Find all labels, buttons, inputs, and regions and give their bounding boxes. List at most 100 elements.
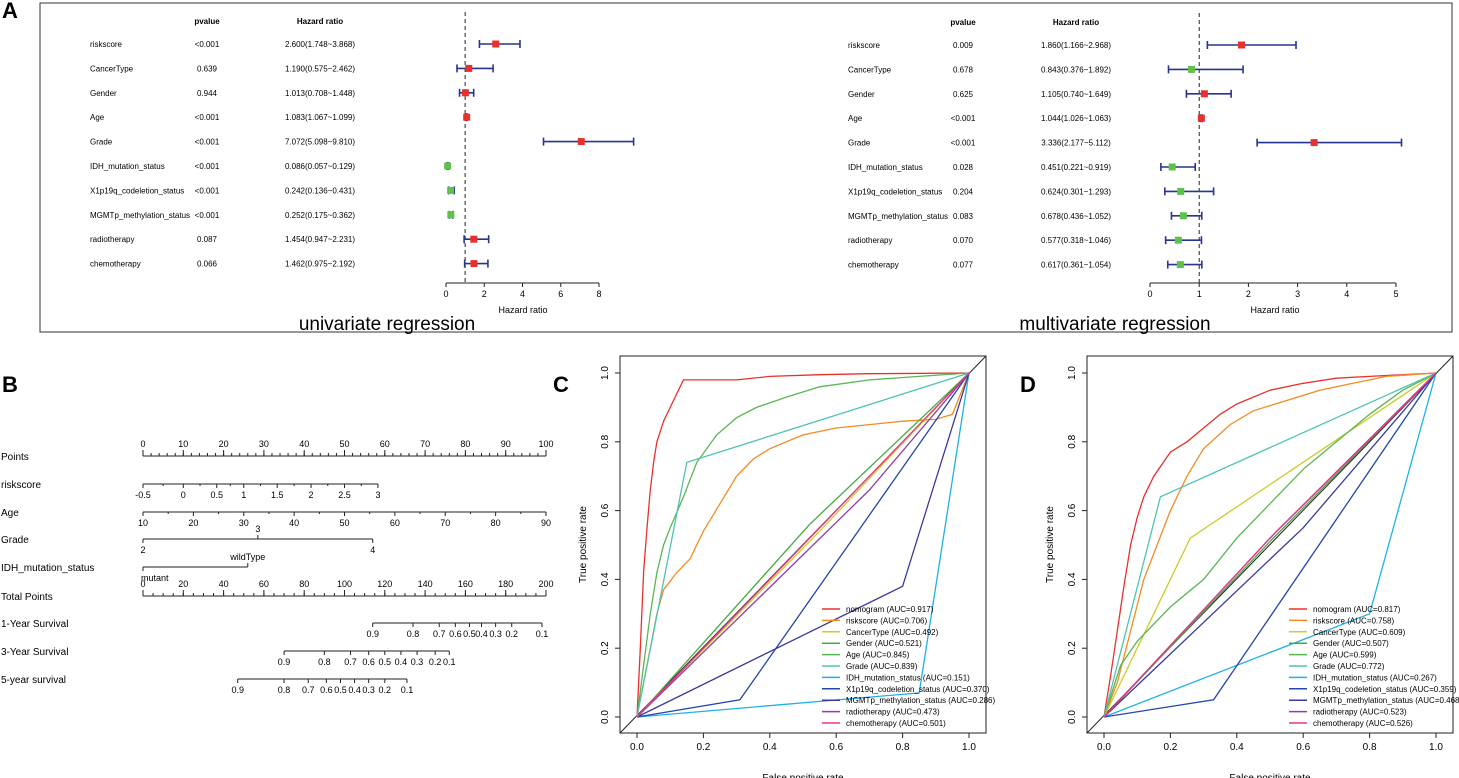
hr-point bbox=[444, 162, 452, 170]
pvalue-cell: 0.066 bbox=[197, 260, 218, 269]
row-label: riskscore bbox=[90, 40, 123, 49]
hazard-ratio-cell: 1.462(0.975~2.192) bbox=[285, 260, 355, 269]
survival-tick-label: 0.3 bbox=[362, 685, 375, 695]
y-axis-title: True positive rate bbox=[1045, 506, 1056, 583]
legend-label: radiotherapy (AUC=0.473) bbox=[846, 708, 940, 717]
x-tick-label: 0 bbox=[1147, 289, 1152, 299]
scale-tick-label: 0 bbox=[140, 439, 145, 449]
hr-point bbox=[463, 113, 471, 121]
x-axis-title: False positive rate bbox=[1229, 773, 1311, 778]
hr-point bbox=[1176, 261, 1184, 269]
legend-label: Gender (AUC=0.521) bbox=[846, 639, 922, 648]
survival-tick-label: 0.9 bbox=[278, 657, 291, 667]
hazard-ratio-cell: 1.044(1.026~1.063) bbox=[1041, 114, 1111, 123]
pvalue-cell: 0.625 bbox=[953, 90, 974, 99]
scale-tick-label: 40 bbox=[219, 579, 229, 589]
y-tick-label: 0.4 bbox=[600, 572, 611, 586]
hr-point bbox=[1168, 163, 1176, 171]
hr-point bbox=[492, 40, 500, 48]
scale-tick-label: 60 bbox=[259, 579, 269, 589]
variable-tick-label: 90 bbox=[541, 518, 551, 528]
x-tick-label: 0.4 bbox=[763, 742, 777, 753]
legend-label: IDH_mutation_status (AUC=0.267) bbox=[1313, 673, 1437, 682]
row-label: Grade bbox=[848, 139, 871, 148]
survival-tick-label: 0.6 bbox=[362, 657, 375, 667]
hr-point bbox=[1200, 90, 1208, 98]
scale-tick-label: 80 bbox=[460, 439, 470, 449]
x-tick-label: 0.2 bbox=[696, 742, 710, 753]
survival-tick-label: 0.3 bbox=[411, 657, 424, 667]
survival-tick-label: 0.1 bbox=[536, 629, 549, 639]
nomogram-row-label: riskscore bbox=[1, 480, 41, 491]
survival-tick-label: 0.6 bbox=[449, 629, 462, 639]
variable-tick-label: 50 bbox=[339, 518, 349, 528]
row-label: Gender bbox=[848, 90, 875, 99]
survival-tick-label: 0.9 bbox=[231, 685, 244, 695]
pvalue-cell: <0.001 bbox=[195, 162, 220, 171]
hazard-ratio-cell: 7.072(5.098~9.810) bbox=[285, 138, 355, 147]
hazard-ratio-cell: 2.600(1.748~3.868) bbox=[285, 40, 355, 49]
roc-curve bbox=[1103, 372, 1437, 718]
roc-curve bbox=[1103, 372, 1437, 718]
legend-label: nomogram (AUC=0.817) bbox=[1313, 605, 1401, 614]
survival-tick-label: 0.3 bbox=[489, 629, 502, 639]
scale-tick-label: 200 bbox=[538, 579, 553, 589]
x-tick-label: 4 bbox=[1344, 289, 1349, 299]
y-tick-label: 0.6 bbox=[1067, 503, 1078, 517]
legend-label: chemotherapy (AUC=0.526) bbox=[1313, 719, 1413, 728]
hr-point bbox=[1179, 212, 1187, 220]
hr-point bbox=[1187, 65, 1195, 73]
legend-label: IDH_mutation_status (AUC=0.151) bbox=[846, 673, 970, 682]
legend-label: X1p19q_codeletion_status (AUC=0.370) bbox=[846, 685, 990, 694]
variable-tick-label: 2.5 bbox=[338, 490, 351, 500]
scale-tick-label: 60 bbox=[380, 439, 390, 449]
forest-plot-univariate: pvalue Hazard ratio riskscore <0.001 2.600(1… bbox=[90, 12, 635, 335]
variable-tick-label: -0.5 bbox=[135, 490, 151, 500]
regression-title: univariate regression bbox=[299, 314, 475, 335]
roc-curve bbox=[636, 372, 970, 718]
x-tick-label: 4 bbox=[520, 289, 525, 299]
y-tick-label: 0.2 bbox=[600, 641, 611, 655]
hazard-ratio-cell: 3.336(2.177~5.112) bbox=[1041, 139, 1111, 148]
panel-label-b: B bbox=[2, 372, 18, 397]
x-tick-label: 2 bbox=[1246, 289, 1251, 299]
row-label: riskscore bbox=[848, 41, 881, 50]
panel-label-c: C bbox=[553, 372, 569, 397]
hr-point bbox=[447, 186, 455, 194]
legend-label: X1p19q_codeletion_status (AUC=0.359) bbox=[1313, 685, 1457, 694]
roc-curve bbox=[1103, 372, 1437, 718]
scale-tick-label: 100 bbox=[538, 439, 553, 449]
plot-frame bbox=[1086, 355, 1454, 734]
scale-tick-label: 140 bbox=[418, 579, 433, 589]
pvalue-cell: 0.204 bbox=[953, 187, 974, 196]
nomogram-row-label: 1-Year Survival bbox=[1, 619, 68, 630]
y-tick-label: 0.4 bbox=[1067, 572, 1078, 586]
pvalue-cell: <0.001 bbox=[951, 139, 976, 148]
hazard-ratio-cell: 0.086(0.057~0.129) bbox=[285, 162, 355, 171]
nomogram-row-label: Grade bbox=[1, 535, 29, 546]
scale-tick-label: 90 bbox=[501, 439, 511, 449]
variable-tick-label: 3 bbox=[375, 490, 380, 500]
roc-curve bbox=[636, 372, 970, 718]
legend-label: nomogram (AUC=0.917) bbox=[846, 605, 934, 614]
roc-curve bbox=[636, 372, 970, 718]
roc-curve bbox=[636, 372, 970, 718]
pvalue-cell: 0.083 bbox=[953, 212, 974, 221]
x-axis-title: Hazard ratio bbox=[1250, 305, 1299, 315]
hazard-ratio-header: Hazard ratio bbox=[1053, 18, 1099, 27]
hazard-ratio-cell: 0.451(0.221~0.919) bbox=[1041, 163, 1111, 172]
panel-a-frame bbox=[39, 2, 1453, 333]
roc-curve bbox=[1103, 372, 1437, 718]
scale-tick-label: 180 bbox=[498, 579, 513, 589]
hazard-ratio-cell: 1.013(0.708~1.448) bbox=[285, 89, 355, 98]
forest-plot-multivariate: pvalue Hazard ratio riskscore 0.009 1.860(1.… bbox=[848, 13, 1403, 335]
survival-tick-label: 0.8 bbox=[407, 629, 420, 639]
scale-tick-label: 50 bbox=[339, 439, 349, 449]
x-tick-label: 0.2 bbox=[1163, 742, 1177, 753]
legend-label: CancerType (AUC=0.609) bbox=[1313, 628, 1406, 637]
roc-curve bbox=[1103, 372, 1437, 718]
y-tick-label: 0.8 bbox=[1067, 434, 1078, 448]
variable-tick-label: 0.5 bbox=[210, 490, 223, 500]
